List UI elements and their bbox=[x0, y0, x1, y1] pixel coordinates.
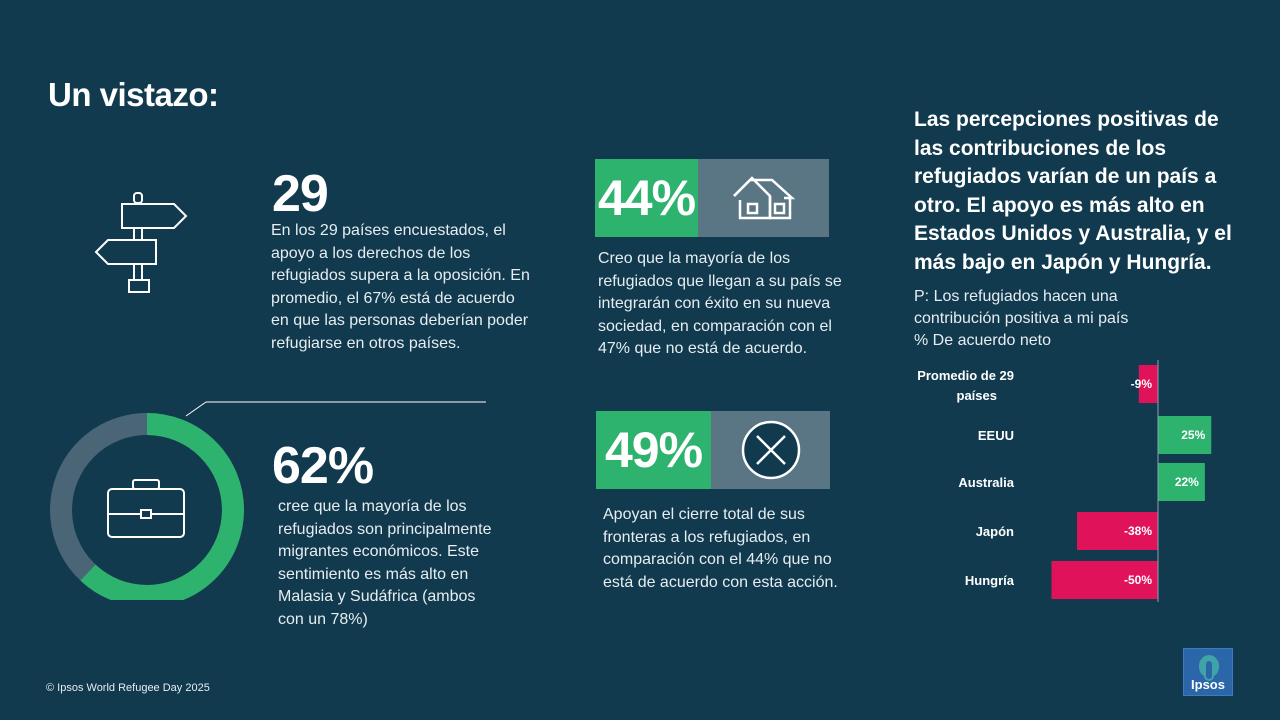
stat-62-text: cree que la mayoría de los refugiados so… bbox=[278, 498, 492, 628]
bar-1 bbox=[1158, 416, 1212, 454]
chart-subtitle-line3: % De acuerdo neto bbox=[914, 332, 1051, 349]
stat-49-text: Apoyan el cierre total de sus fronteras … bbox=[603, 506, 838, 591]
chart-subtitle: P: Los refugiados hacen una contribución… bbox=[914, 286, 1244, 352]
house-icon bbox=[732, 176, 795, 220]
stat-29-text: En los 29 países encuestados, el apoyo a… bbox=[271, 222, 530, 352]
bar-3 bbox=[1077, 512, 1158, 550]
chart-subtitle-line1: P: Los refugiados hacen una bbox=[914, 288, 1118, 305]
stat-44-value: 44% bbox=[595, 159, 698, 237]
chart-subtitle-line2: contribución positiva a mi país bbox=[914, 310, 1129, 327]
stat-49-icon-box bbox=[711, 411, 830, 489]
category-label: Australia bbox=[958, 475, 1014, 490]
category-label: Hungría bbox=[965, 573, 1015, 588]
stat-49-value: 49% bbox=[596, 411, 711, 489]
chart-title: Las percepciones positivas de las contri… bbox=[914, 108, 1232, 274]
briefcase-icon bbox=[107, 479, 185, 538]
stat-44-text: Creo que la mayoría de los refugiados qu… bbox=[598, 250, 842, 357]
bar-value-label: -38% bbox=[1124, 524, 1152, 538]
bar-0 bbox=[1138, 365, 1158, 403]
bar-value-label: -9% bbox=[1131, 377, 1153, 391]
donut-chart bbox=[50, 401, 486, 600]
category-label: Japón bbox=[976, 524, 1014, 539]
category-label: EEUU bbox=[978, 428, 1014, 443]
category-label: Promedio de 29 países bbox=[917, 368, 1014, 403]
bar-value-label: 25% bbox=[1181, 428, 1205, 442]
logo-text: Ipsos bbox=[1191, 677, 1225, 692]
bar-value-label: 22% bbox=[1175, 475, 1199, 489]
stat-62-value: 62% bbox=[272, 437, 374, 495]
bar-chart: -9% Promedio de 29 países 25% EEUU 22% Austral… bbox=[917, 360, 1212, 602]
stat-49-box: 49% bbox=[596, 411, 830, 489]
bar-2 bbox=[1158, 463, 1205, 501]
page-title: Un vistazo: bbox=[48, 76, 219, 113]
x-circle-icon bbox=[741, 420, 800, 480]
bar-4 bbox=[1051, 561, 1158, 599]
footer-copyright: © Ipsos World Refugee Day 2025 bbox=[46, 682, 210, 694]
stat-44-icon-box bbox=[698, 159, 829, 237]
signpost-icon bbox=[94, 192, 188, 293]
bar-value-label: -50% bbox=[1124, 573, 1152, 587]
stat-29-value: 29 bbox=[272, 165, 329, 223]
donut-arc bbox=[50, 413, 244, 600]
logo-mark-inner bbox=[1204, 659, 1214, 681]
stat-44-box: 44% bbox=[595, 159, 829, 237]
ipsos-logo: Ipsos bbox=[1183, 648, 1233, 696]
